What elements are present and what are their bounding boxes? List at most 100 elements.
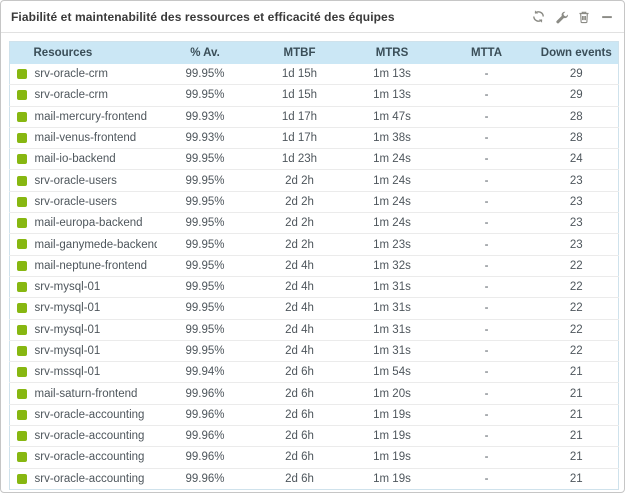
down-events-value: 28 [534, 126, 619, 149]
table-row: srv-mysql-01 99.95% 2d 4h 1m 31s - 22 [9, 318, 619, 341]
resource-name[interactable]: srv-oracle-crm [33, 64, 157, 85]
table-row: srv-mysql-01 99.95% 2d 4h 1m 31s - 22 [9, 275, 619, 298]
table-row: srv-oracle-crm 99.95% 1d 15h 1m 13s - 29 [9, 64, 619, 85]
reliability-table: Resources % Av. MTBF MTRS MTTA Down even… [9, 41, 619, 490]
down-events-value: 22 [534, 339, 619, 362]
table-row: srv-oracle-accounting 99.96% 2d 6h 1m 19… [9, 425, 619, 447]
down-events-value: 29 [534, 64, 619, 85]
resource-name[interactable]: mail-venus-frontend [33, 126, 157, 149]
column-header-mtbf: MTBF [253, 41, 346, 64]
status-ok-icon [17, 154, 27, 165]
column-header-mtta: MTTA [438, 41, 535, 64]
resource-name[interactable]: srv-mysql-01 [33, 339, 157, 362]
column-header-availability: % Av. [156, 41, 254, 64]
availability-value: 99.96% [156, 446, 254, 469]
status-ok-icon [17, 388, 27, 399]
table-row: srv-mssql-01 99.94% 2d 6h 1m 54s - 21 [9, 361, 619, 383]
availability-value: 99.95% [156, 212, 254, 234]
mtta-value: - [438, 297, 535, 320]
availability-value: 99.96% [156, 382, 254, 405]
status-ok-icon [17, 324, 27, 335]
table-row: mail-europa-backend 99.95% 2d 2h 1m 24s … [9, 212, 619, 234]
status-ok-icon [17, 303, 27, 314]
status-cell [9, 403, 34, 426]
status-ok-icon [17, 90, 27, 101]
resource-name[interactable]: srv-oracle-users [33, 169, 157, 192]
down-events-value: 28 [534, 105, 619, 128]
status-ok-icon [17, 239, 27, 250]
status-cell [9, 361, 34, 383]
status-ok-icon [17, 196, 27, 207]
mtta-value: - [438, 275, 535, 298]
resource-name[interactable]: mail-europa-backend [33, 212, 157, 234]
status-cell [9, 148, 34, 170]
table-row: mail-saturn-frontend 99.96% 2d 6h 1m 20s… [9, 382, 619, 405]
mtrs-value: 1m 24s [345, 169, 439, 192]
status-cell [9, 275, 34, 298]
resource-name[interactable]: mail-neptune-frontend [33, 254, 157, 277]
availability-value: 99.93% [156, 126, 254, 149]
status-cell [9, 467, 34, 490]
minimize-icon[interactable] [599, 9, 615, 25]
mtta-value: - [438, 446, 535, 469]
resource-name[interactable]: srv-oracle-crm [33, 84, 157, 107]
resource-name[interactable]: mail-io-backend [33, 148, 157, 170]
down-events-value: 22 [534, 318, 619, 341]
down-events-value: 23 [534, 190, 619, 213]
status-ok-icon [17, 133, 27, 143]
refresh-icon[interactable] [530, 9, 546, 25]
column-header-resources: Resources [33, 41, 157, 64]
availability-value: 99.95% [156, 233, 254, 256]
mtbf-value: 2d 6h [253, 403, 346, 426]
table-row: srv-mysql-01 99.95% 2d 4h 1m 31s - 22 [9, 297, 619, 320]
column-header-down-events: Down events [534, 41, 619, 64]
mtbf-value: 2d 6h [253, 467, 346, 490]
mtbf-value: 2d 6h [253, 382, 346, 405]
availability-value: 99.95% [156, 64, 254, 85]
table-row: mail-io-backend 99.95% 1d 23h 1m 24s - 2… [9, 148, 619, 170]
resource-name[interactable]: srv-oracle-accounting [33, 403, 157, 426]
mtrs-value: 1m 19s [345, 403, 439, 426]
table-row: srv-oracle-accounting 99.96% 2d 6h 1m 19… [9, 403, 619, 426]
trash-icon[interactable] [576, 9, 592, 25]
down-events-value: 23 [534, 212, 619, 234]
resource-name[interactable]: mail-saturn-frontend [33, 382, 157, 405]
resource-name[interactable]: mail-ganymede-backend [33, 233, 157, 256]
down-events-value: 21 [534, 467, 619, 490]
status-ok-icon [17, 260, 27, 271]
resource-name[interactable]: srv-oracle-accounting [33, 467, 157, 490]
status-ok-icon [17, 367, 27, 378]
widget-toolbar [530, 9, 615, 25]
availability-value: 99.95% [156, 148, 254, 170]
resource-name[interactable]: srv-mysql-01 [33, 297, 157, 320]
down-events-value: 24 [534, 148, 619, 170]
mtta-value: - [438, 126, 535, 149]
resource-name[interactable]: srv-oracle-accounting [33, 446, 157, 469]
mtrs-value: 1m 31s [345, 297, 439, 320]
resource-name[interactable]: srv-mssql-01 [33, 361, 157, 383]
resource-name[interactable]: srv-mysql-01 [33, 275, 157, 298]
status-ok-icon [17, 431, 27, 442]
down-events-value: 21 [534, 425, 619, 447]
status-cell [9, 382, 34, 405]
mtbf-value: 2d 2h [253, 233, 346, 256]
wrench-icon[interactable] [553, 9, 569, 25]
mtbf-value: 1d 23h [253, 148, 346, 170]
table-header-row: Resources % Av. MTBF MTRS MTTA Down even… [9, 41, 619, 64]
table-row: srv-oracle-accounting 99.96% 2d 6h 1m 19… [9, 446, 619, 469]
status-cell [9, 254, 34, 277]
status-cell [9, 339, 34, 362]
mtrs-value: 1m 20s [345, 382, 439, 405]
mtbf-value: 2d 6h [253, 446, 346, 469]
mtrs-value: 1m 31s [345, 339, 439, 362]
resource-name[interactable]: srv-oracle-users [33, 190, 157, 213]
status-cell [9, 425, 34, 447]
mtta-value: - [438, 64, 535, 85]
table-row: srv-oracle-accounting 99.96% 2d 6h 1m 19… [9, 467, 619, 490]
resource-name[interactable]: mail-mercury-frontend [33, 105, 157, 128]
mtrs-value: 1m 19s [345, 425, 439, 447]
resource-name[interactable]: srv-mysql-01 [33, 318, 157, 341]
resource-name[interactable]: srv-oracle-accounting [33, 425, 157, 447]
status-cell [9, 297, 34, 320]
down-events-value: 21 [534, 361, 619, 383]
